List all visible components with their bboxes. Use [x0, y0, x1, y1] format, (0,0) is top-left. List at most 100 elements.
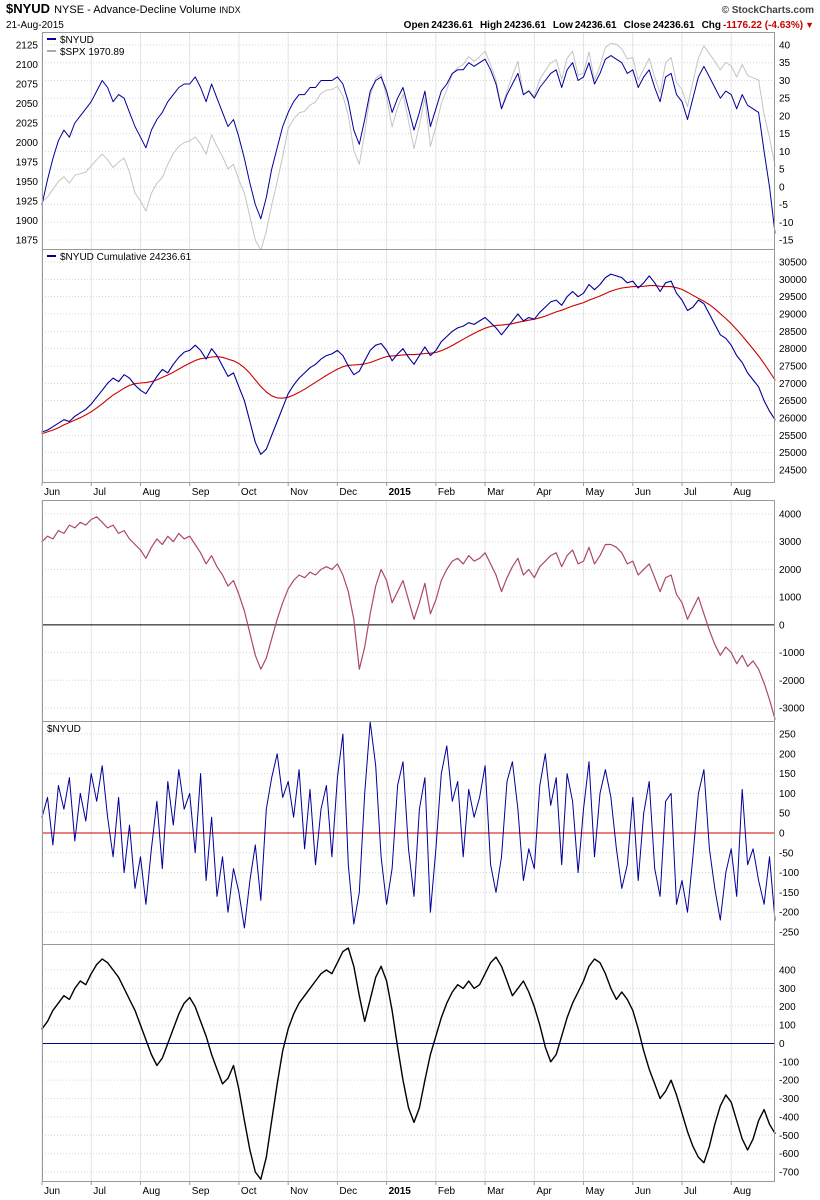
svg-text:Apr: Apr	[536, 1186, 552, 1197]
svg-text:2015: 2015	[389, 487, 412, 498]
svg-text:-1000: -1000	[779, 648, 805, 659]
chart-svg-price-overlay: 40 35 30 25 20 15 10 5 0 -5 -10 -15 2125 2100 2075 2050…	[16, 32, 794, 250]
svg-text:1950: 1950	[16, 177, 39, 188]
svg-text:300: 300	[779, 984, 796, 995]
svg-text:1975: 1975	[16, 158, 39, 169]
svg-text:Jun: Jun	[635, 1186, 651, 1197]
nyud-legend-label: $NYUD	[60, 35, 94, 46]
chg-value: -1176.22 (-4.63%)	[723, 20, 804, 31]
panel-indicator-momentum: 4000 3000 2000 1000 0 -1000 -2000 -3000	[0, 500, 820, 722]
svg-text:-400: -400	[779, 1112, 799, 1123]
legend-item-nyud: $NYUD	[47, 35, 125, 47]
svg-text:26500: 26500	[779, 396, 807, 407]
svg-text:27500: 27500	[779, 362, 807, 373]
svg-text:-15: -15	[779, 236, 794, 247]
panel-cumulative: $NYUD Cumulative 24236.61 30500 30000 2950…	[0, 249, 820, 483]
svg-text:-700: -700	[779, 1168, 799, 1179]
svg-text:2025: 2025	[16, 119, 39, 130]
svg-text:0: 0	[779, 1039, 785, 1050]
svg-text:-100: -100	[779, 868, 799, 879]
open-label: Open	[403, 20, 430, 31]
svg-text:2050: 2050	[16, 99, 39, 110]
svg-text:2015: 2015	[389, 1186, 412, 1197]
svg-text:Nov: Nov	[290, 1186, 308, 1197]
indicator-momentum-plot: 4000 3000 2000 1000 0 -1000 -2000 -3000	[0, 500, 820, 722]
svg-text:1875: 1875	[16, 236, 39, 247]
spx-legend-dash-icon	[47, 50, 56, 53]
svg-text:100: 100	[779, 1021, 796, 1032]
svg-text:10: 10	[779, 147, 791, 158]
svg-text:1925: 1925	[16, 197, 39, 208]
low-value: 24236.61	[574, 20, 617, 31]
svg-text:0: 0	[779, 829, 785, 840]
svg-text:Aug: Aug	[733, 1186, 751, 1197]
legend-item-nyud-daily: $NYUD	[47, 724, 81, 736]
svg-text:3000: 3000	[779, 537, 802, 548]
cumulative-legend-label: $NYUD Cumulative 24236.61	[60, 252, 192, 263]
svg-text:Jun: Jun	[44, 1186, 60, 1197]
svg-text:2075: 2075	[16, 80, 39, 91]
svg-text:Oct: Oct	[241, 487, 257, 498]
svg-text:-600: -600	[779, 1149, 799, 1160]
svg-text:27000: 27000	[779, 379, 807, 390]
low-label: Low	[552, 20, 573, 31]
svg-text:-100: -100	[779, 1057, 799, 1068]
svg-text:-250: -250	[779, 928, 799, 939]
spx-legend-label: $SPX 1970.89	[60, 47, 125, 58]
svg-text:May: May	[586, 1186, 605, 1197]
svg-text:Mar: Mar	[487, 1186, 505, 1197]
header-title-row: $NYUD NYSE - Advance-Decline Volume INDX ©…	[6, 2, 814, 18]
svg-text:0: 0	[779, 620, 785, 631]
svg-text:Oct: Oct	[241, 1186, 257, 1197]
svg-text:Aug: Aug	[142, 487, 160, 498]
svg-text:30000: 30000	[779, 275, 807, 286]
svg-text:40: 40	[779, 41, 791, 52]
svg-text:Feb: Feb	[438, 487, 456, 498]
svg-text:25000: 25000	[779, 448, 807, 459]
svg-text:Nov: Nov	[290, 487, 308, 498]
month-axis-svg: Jun Jul Aug Sep Oct Nov Dec 2015 Feb Mar Apr May Jun…	[41, 1182, 751, 1197]
legend-item-spx: $SPX 1970.89	[47, 47, 125, 59]
svg-text:1900: 1900	[16, 216, 39, 227]
legend-item-cumulative: $NYUD Cumulative 24236.61	[47, 252, 191, 264]
cumulative-plot: 30500 30000 29500 29000 28500 28000 27500 27000…	[0, 249, 820, 483]
chart-date: 21-Aug-2015	[6, 20, 64, 31]
svg-text:-50: -50	[779, 848, 794, 859]
svg-text:35: 35	[779, 58, 791, 69]
svg-text:24500: 24500	[779, 466, 807, 477]
svg-text:-500: -500	[779, 1131, 799, 1142]
high-value: 24236.61	[504, 20, 546, 31]
svg-text:Apr: Apr	[536, 487, 552, 498]
indicator-smoothed-plot: 400 300 200 100 0 -100 -200 -300 -400 -500 -600 -70…	[0, 944, 820, 1182]
svg-text:20: 20	[779, 111, 791, 122]
svg-text:29000: 29000	[779, 310, 807, 321]
svg-text:0: 0	[779, 182, 785, 193]
svg-text:-200: -200	[779, 1076, 799, 1087]
indicator-daily-legend: $NYUD	[47, 724, 81, 736]
svg-text:-3000: -3000	[779, 704, 805, 715]
close-label: Close	[623, 20, 651, 31]
panel-indicator-smoothed: 400 300 200 100 0 -100 -200 -300 -400 -500 -600 -70…	[0, 944, 820, 1182]
open-value: 24236.61	[431, 20, 473, 31]
svg-text:Dec: Dec	[339, 1186, 357, 1197]
svg-text:Mar: Mar	[487, 487, 505, 498]
month-axis-bottom: Jun Jul Aug Sep Oct Nov Dec 2015 Feb Mar Apr May Jun…	[0, 1182, 820, 1200]
month-axis-top: Jun Jul Aug Sep Oct Nov Dec 2015 Feb Mar Apr May Jun…	[0, 483, 820, 500]
title-group: $NYUD NYSE - Advance-Decline Volume INDX	[6, 2, 241, 17]
down-triangle-icon: ▼	[805, 20, 814, 30]
svg-text:-200: -200	[779, 908, 799, 919]
cumulative-legend: $NYUD Cumulative 24236.61	[47, 252, 191, 264]
header-quote-row: 21-Aug-2015 Open 24236.61 High 24236.61 Low 2…	[6, 18, 814, 33]
svg-text:200: 200	[779, 1002, 796, 1013]
chart-svg-cumulative: 30500 30000 29500 29000 28500 28000 27500 27000…	[41, 249, 807, 483]
svg-text:25500: 25500	[779, 431, 807, 442]
svg-text:2000: 2000	[16, 138, 39, 149]
close-value: 24236.61	[652, 20, 695, 31]
svg-text:1000: 1000	[779, 593, 802, 604]
svg-text:5: 5	[779, 165, 785, 176]
svg-text:29500: 29500	[779, 292, 807, 303]
svg-text:May: May	[586, 487, 605, 498]
copyright: © StockCharts.com	[721, 5, 814, 16]
svg-text:-10: -10	[779, 218, 794, 229]
